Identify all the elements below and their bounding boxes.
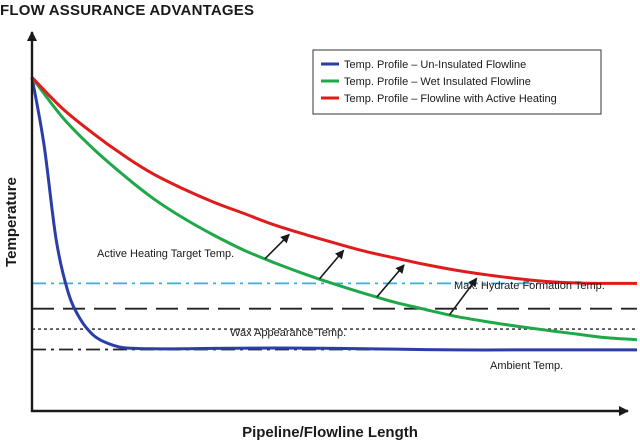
active-heating-target-label: Active Heating Target Temp.	[97, 248, 234, 260]
legend-entry-uninsulated: Temp. Profile – Un-Insulated Flowline	[344, 59, 526, 71]
wax-appearance-label: Wax Appearance Temp.	[230, 327, 346, 339]
legend-entry-active-heating: Temp. Profile – Flowline with Active Hea…	[344, 93, 557, 105]
max-hydrate-formation-label: Max. Hydrate Formation Temp.	[454, 280, 605, 292]
heating-arrow-0	[264, 233, 290, 260]
series-lines	[30, 76, 638, 352]
series-wet-insulated	[30, 76, 638, 342]
series-active-heating	[30, 76, 637, 285]
heating-arrow-2	[376, 264, 405, 298]
heating-arrow-3	[448, 277, 478, 316]
legend-entry-wet-insulated: Temp. Profile – Wet Insulated Flowline	[344, 76, 531, 88]
heating-arrow-1	[318, 249, 345, 280]
page-title: FLOW ASSURANCE ADVANTAGES	[0, 2, 255, 19]
y-axis-label: Temperature	[3, 177, 20, 267]
reference-lines	[32, 282, 637, 351]
x-axis-label: Pipeline/Flowline Length	[242, 424, 418, 441]
heating-arrows	[264, 233, 478, 316]
ambient-temp-label: Ambient Temp.	[490, 360, 563, 372]
legend-box	[312, 49, 602, 115]
series-uninsulated	[30, 77, 637, 352]
legend: Temp. Profile – Un-Insulated Flowline Te…	[312, 49, 602, 115]
